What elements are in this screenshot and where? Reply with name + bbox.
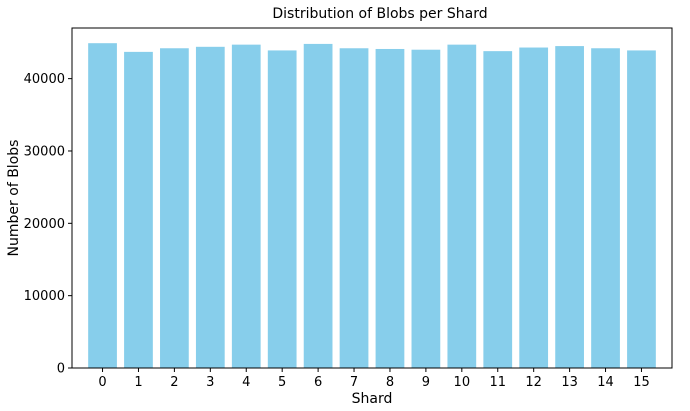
bar-shard-12 bbox=[519, 47, 549, 368]
bar-shard-4 bbox=[231, 44, 261, 368]
y-tick-label: 10000 bbox=[24, 289, 65, 304]
bar-shard-8 bbox=[375, 48, 405, 368]
y-axis-ticks: 0 10000 20000 30000 40000 bbox=[24, 72, 72, 377]
x-tick-label: 13 bbox=[561, 375, 578, 390]
x-tick-label: 10 bbox=[454, 375, 471, 390]
x-tick-label: 0 bbox=[98, 375, 106, 390]
bar-shard-11 bbox=[483, 51, 513, 369]
bar-shard-9 bbox=[411, 49, 441, 369]
x-tick-label: 7 bbox=[350, 375, 358, 390]
bar-shard-14 bbox=[591, 48, 620, 369]
x-tick-label: 4 bbox=[242, 375, 250, 390]
y-tick-label: 20000 bbox=[24, 217, 65, 232]
bar-shard-15 bbox=[627, 50, 656, 368]
bar-shard-1 bbox=[124, 51, 153, 368]
bar-shard-3 bbox=[195, 46, 225, 369]
bar-shard-0 bbox=[88, 43, 117, 368]
x-tick-label: 11 bbox=[489, 375, 506, 390]
y-tick-label: 40000 bbox=[24, 72, 65, 87]
y-axis-label: Number of Blobs bbox=[6, 140, 22, 257]
bars-group bbox=[88, 43, 656, 369]
x-tick-label: 15 bbox=[633, 375, 650, 390]
x-tick-label: 12 bbox=[525, 375, 542, 390]
bar-shard-2 bbox=[160, 48, 189, 369]
y-tick-label: 30000 bbox=[24, 144, 65, 159]
x-tick-label: 9 bbox=[422, 375, 430, 390]
x-tick-label: 3 bbox=[206, 375, 214, 390]
bar-shard-13 bbox=[555, 46, 584, 368]
x-tick-label: 14 bbox=[597, 375, 614, 390]
x-tick-label: 8 bbox=[386, 375, 394, 390]
bar-shard-10 bbox=[447, 44, 477, 368]
plot-frame bbox=[71, 27, 673, 369]
chart-title: Distribution of Blobs per Shard bbox=[272, 6, 487, 22]
y-tick-label: 0 bbox=[57, 362, 65, 377]
x-tick-label: 6 bbox=[314, 375, 322, 390]
x-axis-ticks: 0 1 2 3 4 5 6 7 8 9 10 11 12 13 14 15 bbox=[98, 368, 650, 390]
x-tick-label: 5 bbox=[278, 375, 286, 390]
bar-shard-5 bbox=[267, 50, 297, 368]
x-axis-label: Shard bbox=[352, 391, 393, 407]
x-tick-label: 1 bbox=[134, 375, 142, 390]
bar-shard-6 bbox=[303, 43, 333, 369]
bar-shard-7 bbox=[339, 48, 369, 369]
x-tick-label: 2 bbox=[170, 375, 178, 390]
